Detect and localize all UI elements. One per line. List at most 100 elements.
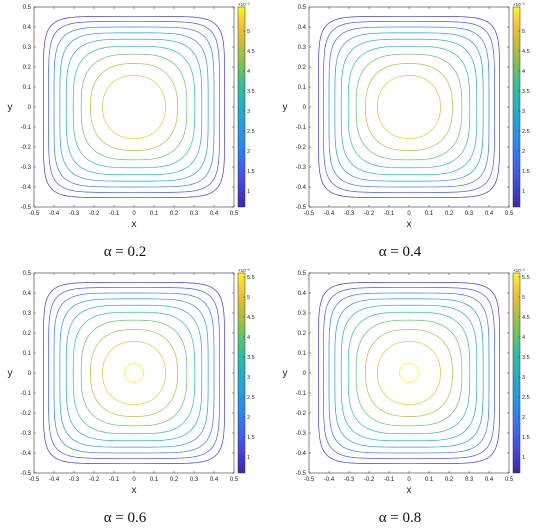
contour-panel-alpha-0-2: -0.5 -0.4 -0.3 -0.2 -0.1 0 0.1 0.2 0.3 0.4 0.5 -0.5… (0, 0, 275, 266)
y-tick-label: 0.5 (298, 271, 307, 277)
y-tick-label: 0.4 (298, 291, 307, 297)
contour-line (43, 16, 225, 198)
contour-line (43, 282, 225, 464)
colorbar-tick-label: 3 (522, 375, 525, 381)
x-tick-label: -0.4 (324, 211, 335, 217)
colorbar-tick-label: 3.5 (522, 355, 530, 361)
colorbar-exponent: ×10⁻³ (513, 2, 525, 7)
colorbar-tick-label: 5.5 (522, 275, 530, 281)
contour-line (323, 287, 495, 459)
y-tick-label: 0.2 (298, 65, 307, 71)
y-tick-label: -0.3 (296, 431, 307, 437)
contour-plot: -0.5 -0.4 -0.3 -0.2 -0.1 0 0.1 0.2 0.3 0.4 0.5 -0.5… (8, 2, 255, 230)
contour-plot: -0.5 -0.4 -0.3 -0.2 -0.1 0 0.1 0.2 0.3 0.4 0.5 -0.5… (8, 268, 255, 496)
colorbar (512, 272, 521, 474)
contour-line (340, 304, 478, 442)
x-tick-label: 0 (132, 477, 136, 483)
y-tick-label: -0.2 (21, 411, 32, 417)
colorbar-tick-label: 3.5 (247, 89, 255, 95)
y-tick-label: -0.3 (21, 165, 32, 171)
colorbar-tick-label: 1.5 (522, 435, 530, 441)
colorbar-tick-label: 2 (247, 415, 250, 421)
y-tick-label: 0.1 (298, 85, 307, 91)
y-tick-label: -0.3 (21, 431, 32, 437)
colorbar-tick-label: 5 (522, 295, 525, 301)
contour-line (318, 282, 500, 464)
x-tick-label: 0.3 (465, 211, 474, 217)
y-axis-label: y (8, 102, 13, 113)
y-tick-label: -0.5 (296, 205, 307, 211)
y-tick-label: 0.3 (23, 45, 32, 51)
x-tick-label: 0.1 (425, 477, 434, 483)
colorbar-tick-label: 2.5 (522, 129, 530, 135)
contour-line (355, 319, 463, 427)
colorbar-tick-label: 5 (522, 29, 525, 35)
colorbar (237, 272, 246, 474)
contour-panel-alpha-0-6: -0.5 -0.4 -0.3 -0.2 -0.1 0 0.1 0.2 0.3 0.4 0.5 -0.5… (0, 266, 275, 532)
contour-line (124, 363, 144, 383)
contour-line (323, 21, 495, 193)
y-tick-label: -0.5 (296, 471, 307, 477)
x-tick-label: 0.3 (190, 211, 199, 217)
contour-line (80, 319, 188, 427)
contour-line (340, 38, 478, 176)
x-axis-label: x (407, 219, 412, 230)
plot-area (33, 272, 235, 474)
colorbar-tick-label: 2.5 (522, 395, 530, 401)
x-tick-label: 0.5 (505, 477, 514, 483)
plot-area (308, 272, 510, 474)
contour-line (318, 16, 500, 198)
y-tick-label: -0.1 (21, 125, 32, 131)
contour-panel-alpha-0-8: -0.5 -0.4 -0.3 -0.2 -0.1 0 0.1 0.2 0.3 0.4 0.5 -0.5… (275, 266, 550, 532)
contour-line (102, 75, 166, 139)
x-tick-label: -0.5 (29, 211, 40, 217)
contour-line (65, 304, 203, 442)
colorbar-tick-label: 3 (247, 375, 250, 381)
panel-caption: α = 0.2 (103, 244, 147, 260)
colorbar-tick-label: 1.5 (247, 435, 255, 441)
y-tick-label: 0 (28, 371, 32, 377)
contour-line (59, 32, 209, 182)
contour-line (355, 53, 463, 161)
y-axis-label: y (283, 368, 288, 379)
x-tick-label: -0.5 (304, 477, 315, 483)
y-tick-label: 0 (303, 371, 307, 377)
y-tick-label: 0.5 (23, 271, 32, 277)
x-tick-label: -0.3 (344, 477, 355, 483)
x-tick-label: -0.4 (49, 211, 60, 217)
panel-caption: α = 0.4 (378, 244, 422, 260)
x-tick-label: 0.4 (485, 211, 494, 217)
y-tick-label: 0.2 (23, 65, 32, 71)
y-tick-label: 0.3 (23, 311, 32, 317)
y-axis-label: y (8, 368, 13, 379)
y-tick-label: 0.3 (298, 311, 307, 317)
contour-line (59, 298, 209, 448)
y-tick-label: -0.4 (21, 451, 32, 457)
x-tick-label: -0.1 (109, 477, 120, 483)
x-tick-label: 0.5 (230, 477, 239, 483)
colorbar-exponent: ×10⁻³ (238, 2, 250, 7)
y-tick-label: 0.5 (298, 5, 307, 11)
x-tick-label: 0.4 (485, 477, 494, 483)
colorbar-tick-label: 4 (247, 335, 250, 341)
plot-area (33, 6, 235, 208)
y-tick-label: 0.4 (23, 291, 32, 297)
y-tick-label: 0.4 (298, 25, 307, 31)
contour-lines (318, 16, 500, 198)
contour-line (365, 329, 453, 417)
contour-lines (43, 16, 225, 198)
x-tick-label: 0.3 (190, 477, 199, 483)
x-tick-label: 0 (407, 477, 411, 483)
contour-line (347, 311, 471, 435)
y-tick-label: 0 (303, 105, 307, 111)
colorbar-tick-label: 2.5 (247, 395, 255, 401)
x-tick-label: 0.5 (230, 211, 239, 217)
x-tick-label: 0.2 (170, 211, 179, 217)
contour-line (377, 341, 441, 405)
contour-line (365, 63, 453, 151)
colorbar-tick-label: 2 (522, 149, 525, 155)
y-tick-label: -0.2 (21, 145, 32, 151)
x-tick-label: -0.4 (49, 477, 60, 483)
contour-line (334, 32, 484, 182)
colorbar-tick-label: 3 (522, 109, 525, 115)
